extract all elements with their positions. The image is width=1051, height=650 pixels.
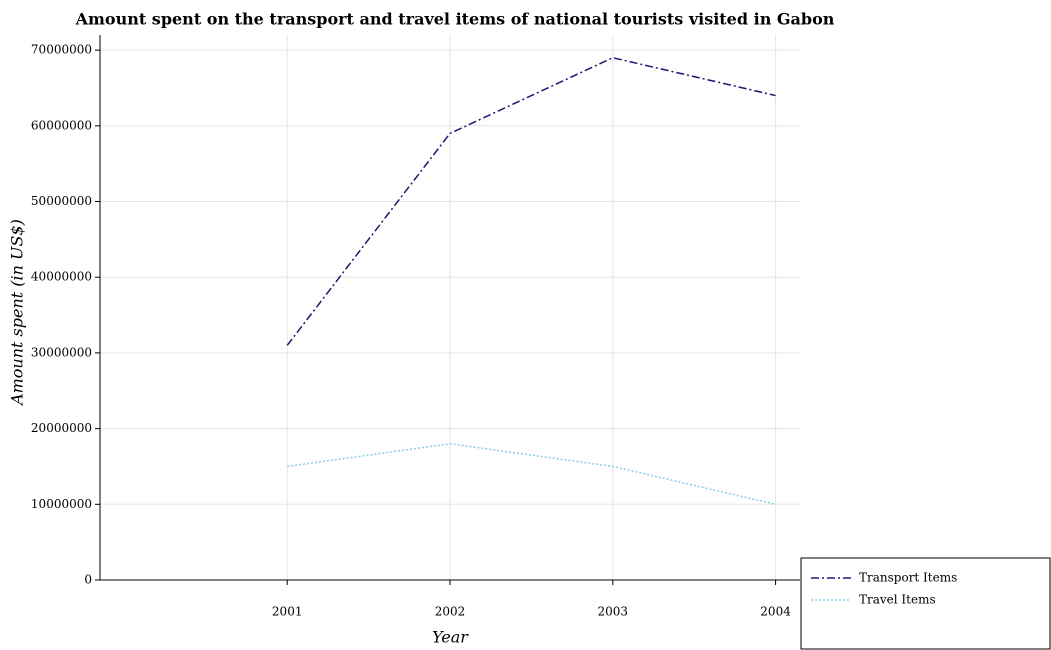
x-tick-label: 2001 [272, 605, 303, 619]
series-line [286, 56, 776, 346]
y-axis-label: Amount spent (in US$) [8, 219, 27, 407]
legend-box [800, 557, 1051, 650]
y-tick-label: 70000000 [31, 43, 92, 57]
y-tick-label: 40000000 [31, 270, 92, 284]
y-tick-label: 30000000 [31, 345, 92, 359]
legend-label: Travel Items [859, 593, 936, 607]
legend-label: Transport Items [859, 571, 957, 585]
chart-title: Amount spent on the transport and travel… [75, 10, 835, 29]
y-tick-label: 20000000 [31, 421, 92, 435]
x-tick-label: 2003 [598, 605, 629, 619]
y-tick-label: 50000000 [31, 194, 92, 208]
y-tick-label: 0 [84, 573, 92, 587]
x-axis-label: Year [432, 628, 469, 647]
series-line [287, 442, 776, 506]
y-tick-label: 60000000 [31, 118, 92, 132]
x-tick-label: 2002 [435, 605, 466, 619]
y-tick-label: 10000000 [31, 497, 92, 511]
x-tick-label: 2004 [760, 605, 791, 619]
